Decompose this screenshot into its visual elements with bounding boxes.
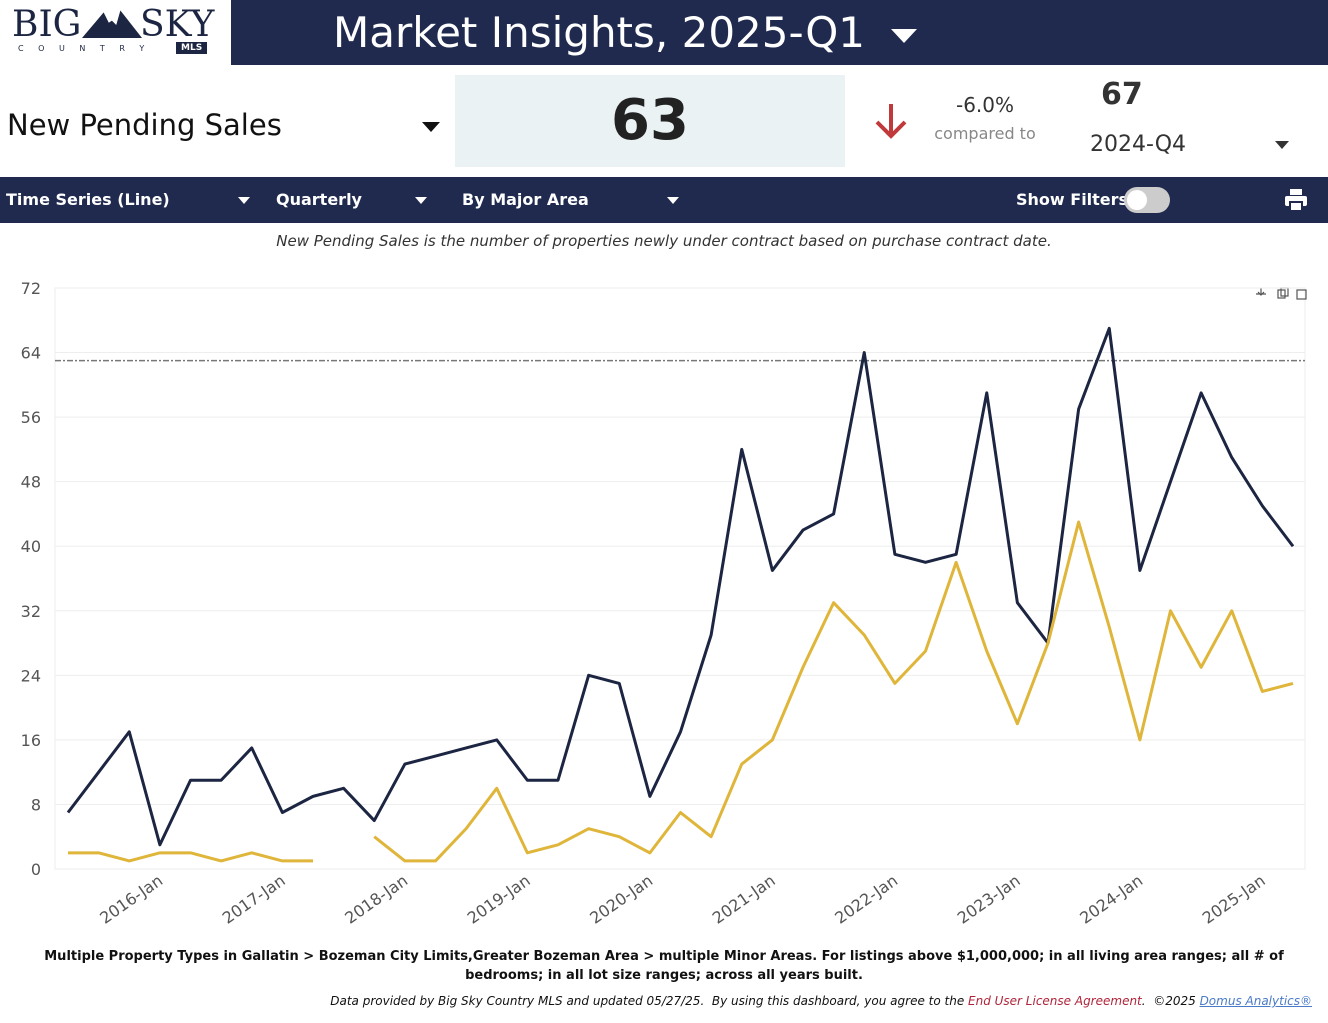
x-tick-label: 2024-Jan — [1076, 871, 1146, 928]
title: Market Insights, 2025-Q1 — [333, 8, 865, 57]
kpi-change: -6.0% — [955, 93, 1015, 117]
dropdown-arrow[interactable] — [891, 29, 917, 43]
x-tick-label: 2020-Jan — [586, 871, 656, 928]
dropdown-arrow[interactable] — [1275, 141, 1289, 149]
logo: BIG SKY C O U N T R Y MLS — [0, 0, 231, 65]
toolbar — [0, 177, 1328, 223]
y-tick-label: 24 — [21, 666, 41, 685]
dropdown-arrow[interactable] — [422, 122, 440, 132]
x-tick-label: 2018-Jan — [341, 871, 411, 928]
down-arrow — [875, 104, 907, 139]
logo-text: MLS — [176, 42, 208, 54]
x-tick-label: 2022-Jan — [831, 871, 901, 928]
logo-text: C O U N T R Y — [18, 44, 151, 53]
chart-tools[interactable] — [1256, 287, 1307, 300]
filters-label: Show Filters: — [1016, 190, 1135, 209]
y-tick-label: 8 — [31, 795, 41, 814]
x-tick-label: 2019-Jan — [464, 871, 534, 928]
footnote: Multiple Property Types in Gallatin > Bo… — [44, 949, 1284, 983]
y-tick-label: 56 — [21, 408, 41, 427]
x-tick-label: 2016-Jan — [96, 871, 166, 928]
x-tick-label: 2025-Jan — [1199, 871, 1269, 928]
plot-border — [54, 287, 1306, 870]
logo-text: SKY — [140, 4, 215, 45]
metric-select[interactable]: New Pending Sales — [7, 108, 282, 142]
dropdown-arrow[interactable] — [667, 197, 679, 204]
y-tick-label: 64 — [21, 344, 41, 363]
x-tick-label: 2017-Jan — [219, 871, 289, 928]
dropdown-arrow[interactable] — [415, 197, 427, 204]
title-bar: Market Insights, 2025-Q1 — [231, 0, 1328, 65]
filters-toggle[interactable] — [1124, 187, 1170, 213]
y-tick-label: 0 — [31, 860, 41, 879]
footer-text: Data provided by Big Sky Country MLS and… — [330, 994, 969, 1008]
print-button[interactable] — [1284, 188, 1308, 212]
y-tick-label: 40 — [21, 537, 41, 556]
line-series — [66, 326, 1295, 847]
view-select[interactable]: Time Series (Line) — [6, 190, 170, 209]
logo-text: BIG — [12, 4, 82, 45]
footer-text: . ©2025 — [1141, 994, 1200, 1008]
kpi-compared: compared to — [934, 124, 1036, 143]
kpi-value: 63 — [455, 75, 845, 167]
kpi-compare-value: 67 — [1101, 77, 1143, 112]
line-series — [68, 520, 1294, 863]
period-select[interactable]: 2024-Q4 — [1090, 132, 1187, 157]
domus-link[interactable]: Domus Analytics® — [1199, 994, 1312, 1008]
y-tick-label: 48 — [21, 473, 41, 492]
x-tick-label: 2021-Jan — [709, 871, 779, 928]
chart: 0 8 16 24 32 40 48 56 64 72 2016-Jan 2017-Jan 2018-J… — [21, 279, 1307, 928]
footer: Data provided by Big Sky Country MLS and… — [330, 994, 1312, 1008]
period-select[interactable]: Quarterly — [276, 190, 362, 209]
logo-mountain — [82, 9, 142, 38]
y-tick-label: 72 — [21, 279, 41, 298]
license-link[interactable]: End User License Agreement — [968, 994, 1142, 1008]
description: New Pending Sales is the number of prope… — [276, 232, 1052, 250]
y-tick-label: 16 — [21, 731, 41, 750]
x-tick-label: 2023-Jan — [954, 871, 1024, 928]
y-tick-label: 32 — [21, 602, 41, 621]
grouping-select[interactable]: By Major Area — [462, 190, 589, 209]
dropdown-arrow[interactable] — [238, 197, 250, 204]
